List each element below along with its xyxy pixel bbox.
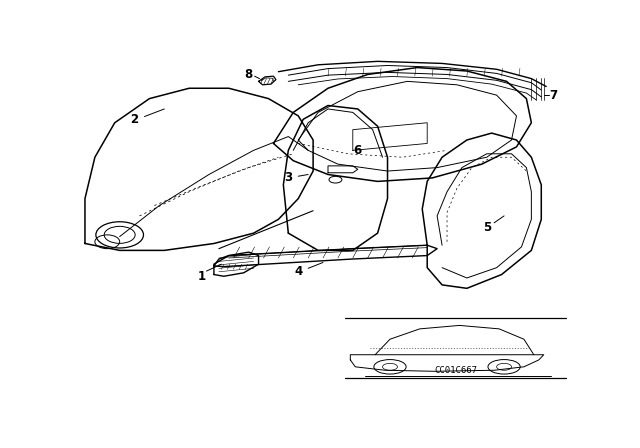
Text: 5: 5 [483, 221, 491, 234]
Text: 7: 7 [550, 89, 557, 102]
Text: 8: 8 [244, 68, 253, 81]
Text: 1: 1 [198, 270, 205, 283]
Text: 2: 2 [131, 113, 139, 126]
Text: 3: 3 [284, 172, 292, 185]
Text: 6: 6 [354, 144, 362, 157]
Text: 4: 4 [294, 265, 302, 278]
Text: CC01C667: CC01C667 [434, 366, 477, 375]
